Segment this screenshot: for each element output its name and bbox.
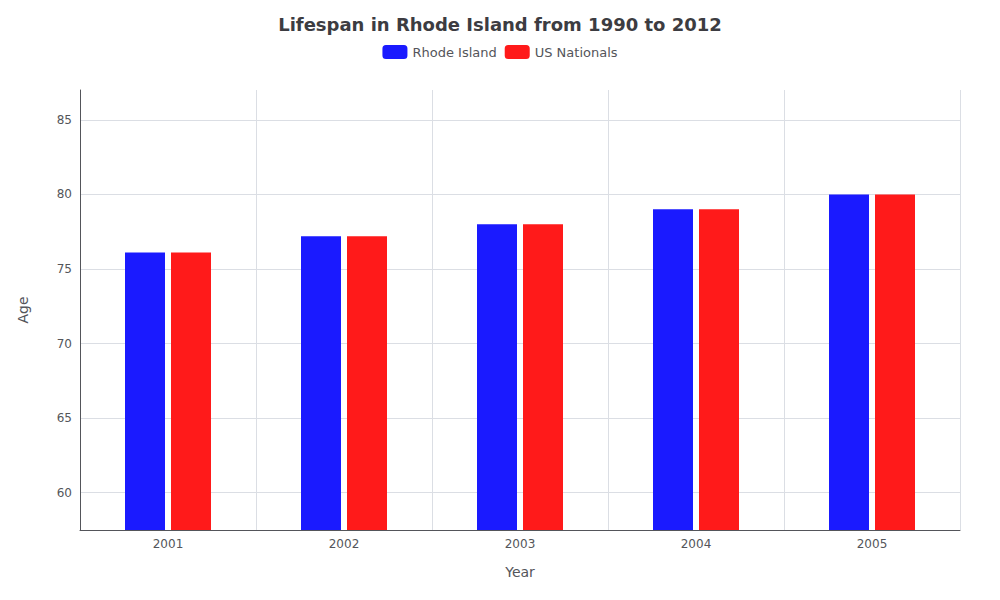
- svg-text:2002: 2002: [329, 537, 360, 551]
- svg-text:2004: 2004: [681, 537, 712, 551]
- svg-text:Lifespan in Rhode Island from: Lifespan in Rhode Island from 1990 to 20…: [278, 14, 722, 35]
- svg-text:Rhode Island: Rhode Island: [412, 45, 496, 60]
- svg-text:75: 75: [57, 262, 72, 276]
- svg-text:85: 85: [57, 113, 72, 127]
- svg-text:60: 60: [57, 486, 72, 500]
- svg-text:80: 80: [57, 187, 72, 201]
- svg-text:2003: 2003: [505, 537, 536, 551]
- svg-text:2001: 2001: [153, 537, 184, 551]
- svg-text:Age: Age: [15, 296, 31, 323]
- svg-text:US Nationals: US Nationals: [535, 45, 618, 60]
- svg-text:70: 70: [57, 337, 72, 351]
- svg-text:65: 65: [57, 411, 72, 425]
- svg-text:2005: 2005: [857, 537, 888, 551]
- svg-text:Year: Year: [504, 564, 535, 580]
